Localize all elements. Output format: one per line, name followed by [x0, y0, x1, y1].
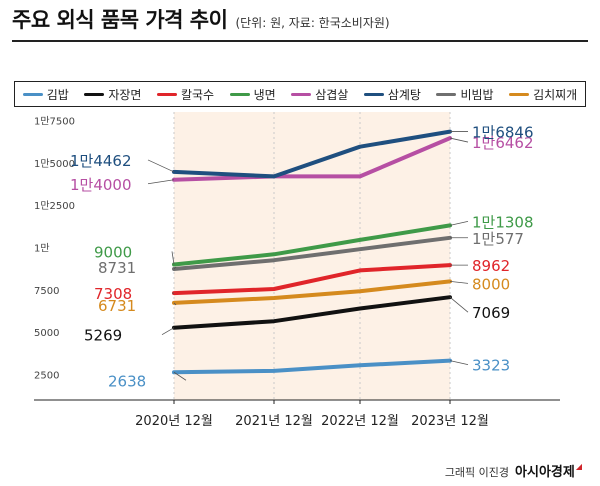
title-divider — [12, 40, 588, 42]
start-leader-line — [171, 251, 175, 265]
series-end-value-label: 7069 — [472, 304, 510, 322]
series-start-value-label: 1만4462 — [70, 152, 132, 170]
legend-label: 김치찌개 — [533, 87, 578, 102]
chart-subtitle: (단위: 원, 자료: 한국소비자원) — [235, 16, 390, 30]
legend-swatch — [363, 92, 384, 96]
x-tick-label: 2020년 12월 — [135, 414, 213, 429]
legend-item: 자장면 — [84, 86, 141, 103]
legend-label: 삼계탕 — [387, 87, 421, 102]
publisher-logo-mark: ◢ — [575, 462, 582, 471]
series-start-value-label: 9000 — [94, 243, 132, 261]
legend-label: 김밥 — [46, 87, 69, 102]
legend-item: 김치찌개 — [509, 86, 577, 103]
series-line-삼겹살 — [172, 136, 452, 182]
series-start-value-label: 5269 — [84, 327, 122, 345]
legend-label: 칼국수 — [180, 87, 215, 102]
legend-swatch — [436, 92, 457, 96]
legend-item: 삼겹살 — [291, 86, 348, 103]
end-leader-line — [449, 360, 469, 366]
legend-swatch — [291, 92, 312, 96]
start-leader-line — [147, 179, 175, 185]
y-tick-label: 1만7500 — [34, 115, 75, 127]
series-line-김밥 — [172, 358, 452, 375]
end-leader-line — [449, 220, 469, 226]
series-start-value-label: 8731 — [98, 259, 136, 277]
y-tick-label: 7500 — [34, 286, 59, 297]
legend-label: 자장면 — [108, 87, 142, 102]
legend-swatch — [229, 92, 250, 96]
series-end-value-label: 3323 — [472, 357, 510, 375]
x-tick-label: 2022년 12월 — [321, 414, 399, 429]
series-line-김치찌개 — [172, 279, 452, 305]
legend-item: 김밥 — [22, 86, 69, 103]
series-line-냉면 — [172, 223, 452, 267]
legend-swatch — [22, 92, 43, 96]
legend-item: 비빔밥 — [436, 86, 494, 103]
legend-item: 삼계탕 — [363, 86, 421, 103]
y-tick-label: 2500 — [34, 371, 59, 382]
footer: 그래픽 이진경 아시아경제 ◢ — [445, 461, 582, 480]
title-row: 주요 외식 품목 가격 추이 (단위: 원, 자료: 한국소비자원) — [12, 4, 588, 44]
legend-label: 비빔밥 — [460, 87, 494, 102]
legend-item: 칼국수 — [156, 86, 215, 103]
series-end-value-label: 1만577 — [472, 230, 524, 248]
legend-swatch — [84, 92, 105, 96]
series-line-칼국수 — [172, 263, 452, 296]
start-leader-line — [173, 266, 177, 270]
legend-label: 삼겹살 — [315, 87, 349, 102]
start-leader-line — [173, 302, 177, 306]
chart-title: 주요 외식 품목 가격 추이 — [12, 8, 228, 32]
series-end-value-label: 1만6462 — [472, 134, 534, 152]
y-tick-label: 1만5000 — [34, 158, 75, 170]
publisher-logo: 아시아경제 — [515, 465, 575, 480]
start-leader-line — [161, 327, 175, 336]
series-line-자장면 — [172, 295, 452, 330]
x-tick-label: 2023년 12월 — [411, 414, 489, 429]
graphic-credit: 그래픽 이진경 — [444, 466, 510, 479]
y-tick-label: 5000 — [34, 328, 59, 339]
legend-item: 냉면 — [229, 86, 276, 103]
series-start-value-label: 2638 — [108, 372, 146, 390]
series-end-value-label: 1만6846 — [472, 124, 534, 142]
start-leader-line — [173, 371, 187, 381]
legend-swatch — [156, 92, 177, 96]
series-start-value-label: 1만4000 — [70, 176, 132, 194]
end-leader-line — [449, 137, 469, 143]
legend-label: 냉면 — [253, 87, 276, 102]
series-line-삼계탕 — [172, 129, 452, 179]
series-end-value-label: 8000 — [472, 275, 510, 293]
chart-legend: 김밥 자장면 칼국수 냉면 삼겹살 삼계탕 비빔밥 김치찌개 — [14, 81, 586, 107]
series-end-value-label: 1만1308 — [472, 213, 534, 231]
legend-swatch — [509, 92, 530, 96]
start-leader-line — [147, 159, 175, 173]
x-tick-label: 2021년 12월 — [235, 414, 313, 429]
series-start-value-label: 7308 — [94, 285, 132, 303]
series-start-value-label: 6731 — [98, 297, 136, 315]
y-tick-label: 1만2500 — [34, 200, 75, 212]
end-leader-line — [449, 296, 469, 313]
series-line-비빔밥 — [172, 235, 452, 271]
series-end-value-label: 8962 — [472, 257, 510, 275]
y-tick-label: 1만 — [34, 243, 50, 255]
end-leader-line — [449, 281, 469, 284]
